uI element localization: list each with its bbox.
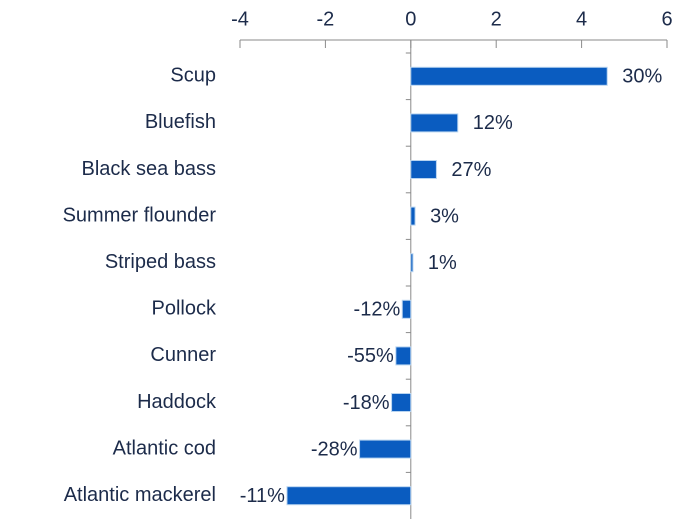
- x-tick-label: -2: [317, 8, 335, 30]
- bar: [410, 113, 459, 133]
- bar: [395, 346, 412, 366]
- y-tick-label: Atlantic cod: [113, 437, 216, 459]
- bar: [391, 393, 412, 412]
- y-tick-label: Black sea bass: [81, 158, 216, 180]
- bar-annotation: 1%: [428, 252, 457, 274]
- y-tick-label: Atlantic mackerel: [64, 484, 216, 506]
- bar-annotation: -12%: [354, 299, 401, 321]
- bar: [401, 299, 412, 319]
- x-tick-label: 2: [491, 8, 502, 30]
- bar-annotation: -18%: [343, 392, 390, 414]
- y-tick-label: Bluefish: [145, 111, 216, 133]
- bar: [410, 66, 608, 86]
- y-tick-label: Striped bass: [105, 251, 216, 273]
- x-tick-label: -4: [231, 8, 249, 30]
- bar: [286, 486, 412, 506]
- y-tick-label: Pollock: [152, 298, 217, 320]
- x-tick-label: 0: [405, 8, 416, 30]
- y-tick-label: Cunner: [150, 344, 216, 366]
- x-tick-label: 6: [661, 8, 672, 30]
- bar-annotation: 12%: [473, 112, 513, 134]
- x-tick-label: 4: [576, 8, 587, 30]
- y-tick-label: Summer flounder: [63, 204, 217, 226]
- bar: [410, 206, 416, 226]
- bar: [359, 439, 412, 459]
- bar: [410, 253, 414, 273]
- bar-annotation: -28%: [311, 438, 358, 460]
- y-tick-label: Haddock: [137, 391, 217, 413]
- bar-annotation: -55%: [347, 345, 394, 367]
- bar-annotation: -11%: [240, 485, 285, 507]
- bar: [410, 160, 437, 179]
- bar-annotation: 30%: [622, 66, 662, 88]
- bar-annotation: 3%: [430, 205, 459, 227]
- bar-annotation: 27%: [451, 159, 491, 181]
- y-tick-label: Scup: [170, 65, 216, 87]
